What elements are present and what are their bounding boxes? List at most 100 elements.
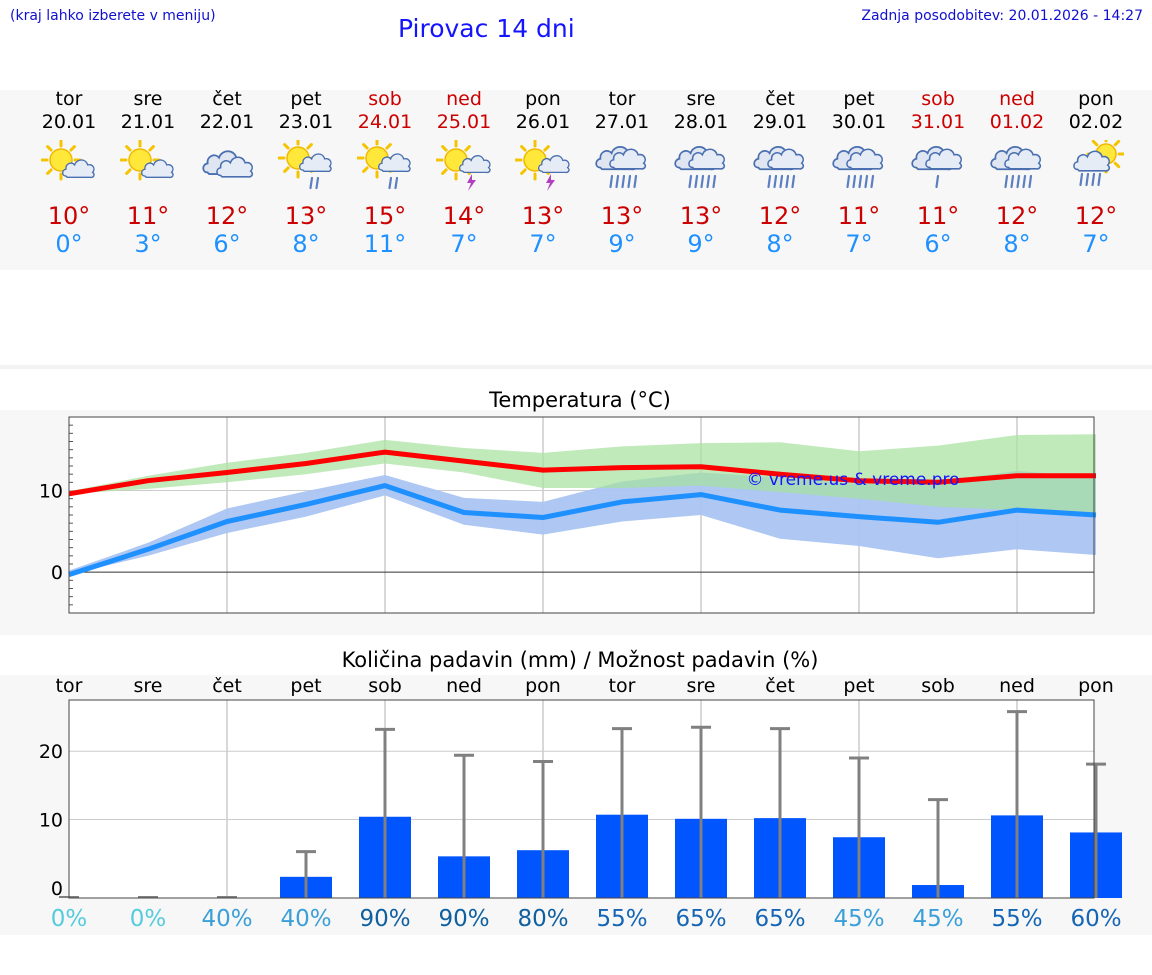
min-temperature: 11° (363, 230, 407, 258)
precipitation-probability: 0% (51, 906, 88, 932)
x-category-label: sob (368, 675, 402, 697)
max-temperature: 10° (47, 202, 91, 230)
day-forecast: tor 20.01 10° 0° (29, 88, 109, 258)
min-temperature: 8° (1003, 230, 1031, 258)
precipitation-probability: 90% (438, 906, 489, 932)
day-date: 27.01 (594, 111, 650, 133)
day-name: pet (290, 88, 322, 110)
day-date: 21.01 (120, 111, 176, 133)
day-forecast: sre 21.01 11° 3° (108, 88, 188, 258)
day-name: pet (843, 88, 875, 110)
day-name: pon (1078, 88, 1114, 110)
location-hint: (kraj lahko izberete v meniju) (10, 8, 216, 24)
x-category-label: pet (843, 675, 874, 697)
x-category-label: tor (609, 675, 636, 697)
cloud-heavy-rain-icon (582, 140, 662, 196)
sun-cloud-rain-icon (266, 140, 346, 196)
last-updated: Zadnja posodobitev: 20.01.2026 - 14:27 (861, 8, 1143, 24)
max-temperature: 12° (995, 202, 1039, 230)
y-tick-label: 10 (39, 809, 63, 831)
cloud-heavy-rain-icon (661, 140, 741, 196)
day-date: 25.01 (436, 111, 492, 133)
max-temperature-band (69, 434, 1096, 515)
precipitation-probability: 0% (130, 906, 167, 932)
day-forecast: pon 02.02 12° 7° (1056, 88, 1136, 258)
x-category-label: ned (446, 675, 482, 697)
y-tick-label: 20 (39, 741, 63, 763)
precipitation-probability: 40% (280, 906, 331, 932)
day-name: sre (686, 88, 716, 110)
precipitation-probability: 65% (675, 906, 726, 932)
x-category-label: ned (999, 675, 1035, 697)
plot-area (69, 700, 1094, 898)
min-temperature: 0° (55, 230, 83, 258)
y-tick-label: 10 (39, 481, 63, 503)
x-category-label: sre (134, 675, 163, 697)
min-temperature: 7° (1082, 230, 1110, 258)
day-forecast: pet 23.01 13° 8° (266, 88, 346, 258)
precipitation-probability: 55% (991, 906, 1042, 932)
precipitation-probability: 45% (833, 906, 884, 932)
max-temperature: 12° (758, 202, 802, 230)
day-forecast: čet 29.01 12° 8° (740, 88, 820, 258)
day-name: sob (368, 88, 402, 110)
day-forecast: ned 01.02 12° 8° (977, 88, 1057, 258)
divider (0, 365, 1152, 369)
min-temperature: 6° (213, 230, 241, 258)
day-forecast: sob 24.01 15° 11° (345, 88, 425, 258)
max-temperature: 13° (600, 202, 644, 230)
precipitation-probability: 90% (359, 906, 410, 932)
forecast-strip (0, 90, 1152, 270)
min-temperature: 7° (450, 230, 478, 258)
plot-frame (68, 699, 1095, 899)
max-temperature: 11° (126, 202, 170, 230)
max-temperature: 13° (284, 202, 328, 230)
day-forecast: sob 31.01 11° 6° (898, 88, 978, 258)
min-temperature-line (68, 483, 1097, 577)
precipitation-probability: 65% (754, 906, 805, 932)
min-temperature: 9° (687, 230, 715, 258)
day-forecast: pet 30.01 11° 7° (819, 88, 899, 258)
min-temperature: 6° (924, 230, 952, 258)
y-tick-label: 0 (51, 878, 63, 900)
day-date: 30.01 (831, 111, 887, 133)
temperature-chart-title: Temperatura (°C) (489, 388, 671, 412)
precipitation-probability: 55% (596, 906, 647, 932)
x-category-label: pet (290, 675, 321, 697)
day-name: tor (608, 88, 636, 110)
cloud-heavy-rain-icon (740, 140, 820, 196)
sun-cloud-rain-icon (345, 140, 425, 196)
day-date: 23.01 (278, 111, 334, 133)
day-name: tor (55, 88, 83, 110)
x-category-label: pon (525, 675, 561, 697)
min-temperature: 8° (292, 230, 320, 258)
day-forecast: sre 28.01 13° 9° (661, 88, 741, 258)
plot-frame (68, 416, 1095, 614)
cloud-heavy-rain-icon (977, 140, 1057, 196)
cloud-heavy-rain-icon (819, 140, 899, 196)
max-temperature: 13° (679, 202, 723, 230)
x-category-label: čet (765, 675, 795, 697)
day-name: sob (921, 88, 955, 110)
day-name: čet (212, 88, 242, 110)
day-date: 28.01 (673, 111, 729, 133)
precipitation-probability: 40% (201, 906, 252, 932)
y-tick-label: 0 (51, 562, 63, 584)
sun-cloud-icon (108, 140, 188, 196)
max-temperature: 11° (916, 202, 960, 230)
min-temperature: 7° (845, 230, 873, 258)
max-temperature: 14° (442, 202, 486, 230)
min-temperature: 7° (529, 230, 557, 258)
day-forecast: tor 27.01 13° 9° (582, 88, 662, 258)
cloud-rain-icon (898, 140, 978, 196)
max-temperature: 13° (521, 202, 565, 230)
x-category-label: čet (212, 675, 242, 697)
day-name: ned (446, 88, 482, 110)
day-date: 24.01 (357, 111, 413, 133)
max-temperature: 11° (837, 202, 881, 230)
day-name: čet (765, 88, 795, 110)
day-date: 02.02 (1068, 111, 1124, 133)
precipitation-probability: 60% (1070, 906, 1121, 932)
day-name: pon (525, 88, 561, 110)
page-title: Pirovac 14 dni (398, 14, 575, 43)
